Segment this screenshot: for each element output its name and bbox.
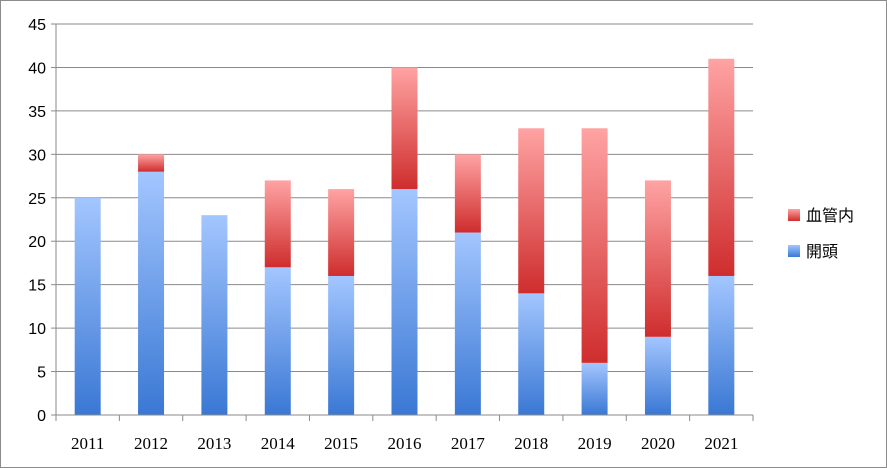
x-tick-label: 2012 bbox=[134, 434, 168, 453]
bar-segment-kaito bbox=[644, 336, 671, 415]
y-tick-label: 35 bbox=[28, 104, 46, 121]
x-tick-label: 2021 bbox=[704, 434, 738, 453]
y-tick-label: 45 bbox=[28, 17, 46, 34]
y-tick-label: 20 bbox=[28, 234, 46, 251]
bar-segment-kekkannai bbox=[454, 154, 481, 233]
bar-segment-kekkannai bbox=[581, 128, 608, 363]
y-tick-label: 0 bbox=[37, 408, 46, 425]
y-tick-label: 10 bbox=[28, 321, 46, 338]
bar-segment-kekkannai bbox=[328, 189, 355, 276]
legend-swatch bbox=[788, 209, 800, 221]
bar-segment-kekkannai bbox=[138, 154, 165, 172]
x-tick-label: 2020 bbox=[641, 434, 675, 453]
bar-segment-kekkannai bbox=[391, 67, 418, 190]
axes bbox=[51, 23, 754, 421]
bar-segment-kaito bbox=[74, 197, 101, 415]
bar-segment-kaito bbox=[581, 362, 608, 415]
bars bbox=[74, 58, 735, 415]
x-tick-label: 2017 bbox=[451, 434, 486, 453]
bar-segment-kekkannai bbox=[708, 58, 735, 276]
bar-segment-kaito bbox=[708, 275, 735, 415]
bar-segment-kekkannai bbox=[518, 128, 545, 294]
x-tick-label: 2015 bbox=[324, 434, 358, 453]
bar-segment-kaito bbox=[454, 232, 481, 415]
legend-label: 開頭 bbox=[806, 242, 838, 261]
y-tick-label: 15 bbox=[28, 278, 46, 295]
y-tick-label: 40 bbox=[28, 60, 46, 77]
x-tick-label: 2019 bbox=[578, 434, 612, 453]
bar-segment-kaito bbox=[138, 171, 165, 415]
bar-segment-kekkannai bbox=[264, 180, 291, 268]
x-tick-label: 2013 bbox=[197, 434, 231, 453]
bar-segment-kaito bbox=[391, 189, 418, 415]
y-tick-label: 30 bbox=[28, 147, 46, 164]
bar-segment-kaito bbox=[518, 293, 545, 415]
x-tick-label: 2016 bbox=[388, 434, 422, 453]
y-axis-ticks: 0 5 10 15 20 25 30 35 40 45 bbox=[28, 17, 46, 425]
y-tick-label: 25 bbox=[28, 191, 46, 208]
bar-segment-kaito bbox=[201, 215, 228, 415]
x-tick-label: 2018 bbox=[514, 434, 548, 453]
x-tick-label: 2011 bbox=[71, 434, 104, 453]
legend-label: 血管内 bbox=[806, 206, 854, 225]
x-axis-ticks: 2011 2012 2013 2014 2015 2016 2017 2018 2019 2020… bbox=[71, 434, 738, 453]
y-tick-label: 5 bbox=[37, 365, 46, 382]
legend-swatch bbox=[788, 245, 800, 257]
x-tick-label: 2014 bbox=[261, 434, 296, 453]
bar-segment-kaito bbox=[264, 267, 291, 415]
bar-segment-kaito bbox=[328, 275, 355, 415]
bar-segment-kekkannai bbox=[644, 180, 671, 337]
